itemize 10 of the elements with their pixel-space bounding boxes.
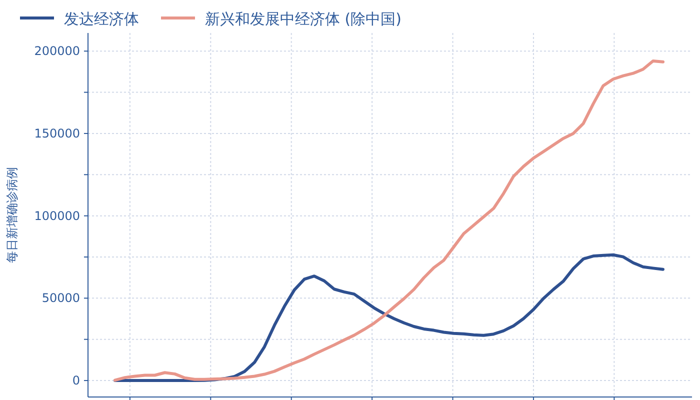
y-axis-title: 每日新增确诊病例	[5, 167, 19, 263]
line-series	[114, 60, 664, 382]
line-series	[114, 253, 664, 382]
y-tick-label: 150000	[34, 126, 80, 140]
y-tick-label: 200000	[34, 44, 80, 58]
y-tick-label: 100000	[34, 208, 80, 223]
y-tick-label: 50000	[42, 291, 80, 306]
legend-label: 新兴和发展中经济体 (除中国)	[205, 10, 402, 28]
y-tick-label: 0	[72, 374, 80, 388]
legend-label: 发达经济体	[64, 10, 139, 28]
